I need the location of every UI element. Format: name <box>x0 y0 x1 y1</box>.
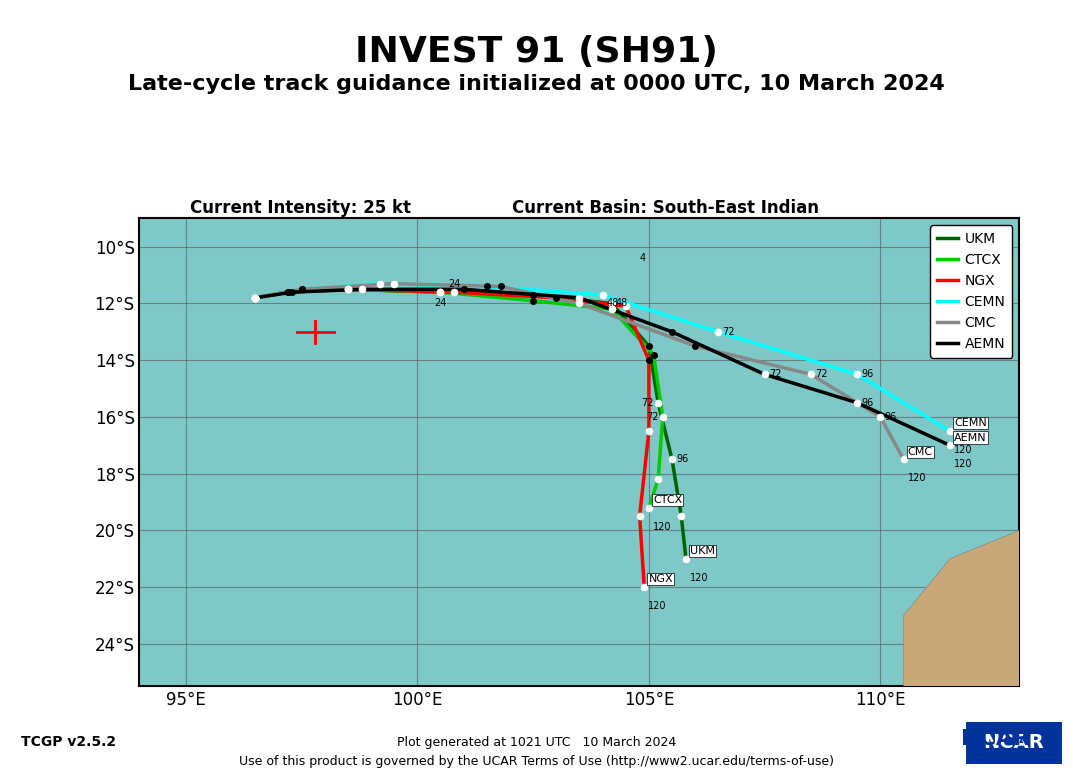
Text: 48: 48 <box>606 298 619 308</box>
Text: 120: 120 <box>648 601 667 611</box>
Text: TCGP v2.5.2: TCGP v2.5.2 <box>21 735 117 749</box>
Text: 72: 72 <box>722 327 735 337</box>
Text: Current Intensity: 25 kt: Current Intensity: 25 kt <box>190 199 411 217</box>
Text: 120: 120 <box>954 459 972 470</box>
Text: 120: 120 <box>908 473 926 484</box>
Text: INVEST 91 (SH91): INVEST 91 (SH91) <box>355 35 718 69</box>
Text: 120: 120 <box>653 522 672 532</box>
Text: Current Basin: South-East Indian: Current Basin: South-East Indian <box>512 199 819 217</box>
Text: 72: 72 <box>815 370 827 379</box>
Text: 24: 24 <box>449 279 460 289</box>
Text: CEMN: CEMN <box>954 418 987 428</box>
Text: 24: 24 <box>435 298 446 307</box>
Text: NGX: NGX <box>648 574 673 584</box>
Text: NCAR: NCAR <box>984 733 1044 753</box>
Text: CMC: CMC <box>908 447 932 457</box>
Text: Use of this product is governed by the UCAR Terms of Use (http://www2.ucar.edu/t: Use of this product is governed by the U… <box>239 755 834 768</box>
Polygon shape <box>903 530 1019 686</box>
Text: NCAR: NCAR <box>961 729 1030 749</box>
Text: 96: 96 <box>862 370 873 379</box>
Text: 96: 96 <box>884 412 897 422</box>
Text: Late-cycle track guidance initialized at 0000 UTC, 10 March 2024: Late-cycle track guidance initialized at… <box>128 74 945 94</box>
Text: 72: 72 <box>646 412 659 422</box>
Text: AEMN: AEMN <box>954 433 987 442</box>
Text: UKM: UKM <box>690 546 715 556</box>
Legend: UKM, CTCX, NGX, CEMN, CMC, AEMN: UKM, CTCX, NGX, CEMN, CMC, AEMN <box>930 225 1013 358</box>
Text: 96: 96 <box>676 455 689 465</box>
Text: 48: 48 <box>616 299 629 309</box>
Text: 72: 72 <box>642 398 653 408</box>
Text: CTCX: CTCX <box>653 495 682 505</box>
Text: 120: 120 <box>954 445 972 455</box>
Text: Plot generated at 1021 UTC   10 March 2024: Plot generated at 1021 UTC 10 March 2024 <box>397 736 676 749</box>
Text: 120: 120 <box>690 573 708 583</box>
Text: 72: 72 <box>769 370 781 379</box>
Text: 4: 4 <box>640 253 646 263</box>
Text: 96: 96 <box>862 398 873 408</box>
